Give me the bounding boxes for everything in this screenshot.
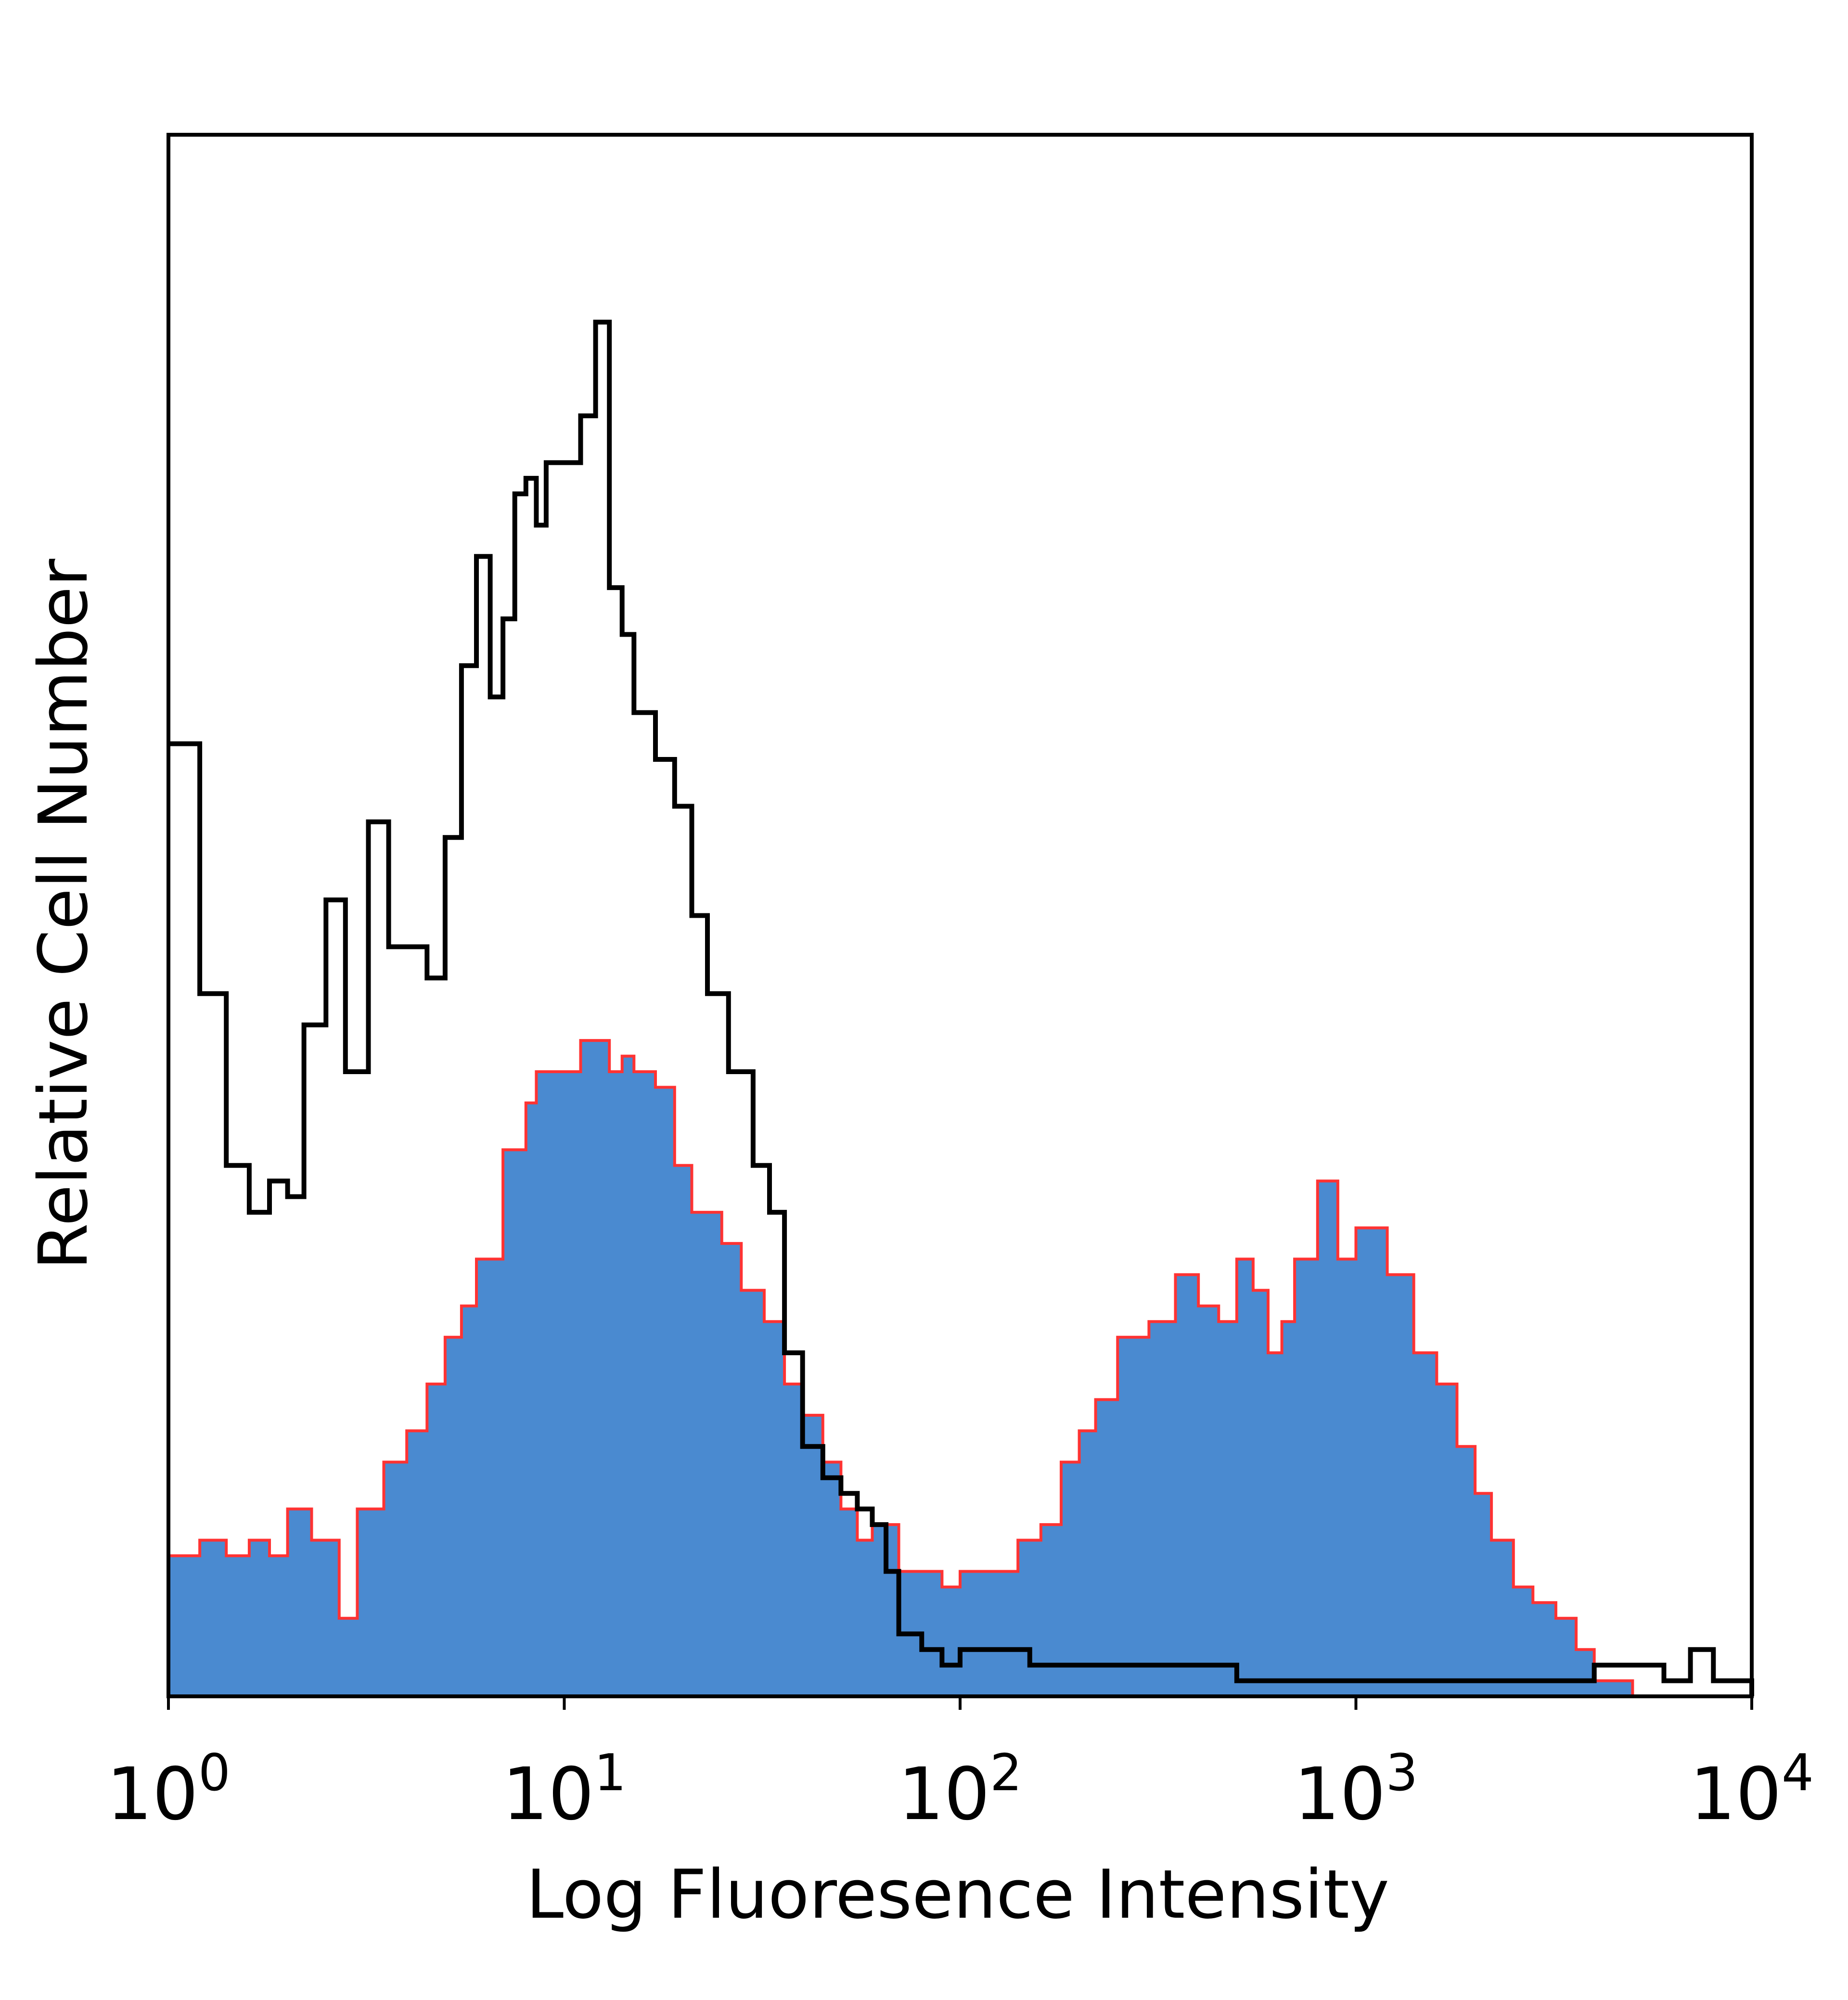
y-axis-title: Relative Cell Number — [25, 559, 103, 1270]
series-layer — [167, 320, 1754, 1698]
x-tick-label: 104 — [1690, 1744, 1814, 1836]
x-tick-label: 101 — [502, 1744, 627, 1836]
x-tick-label: 100 — [106, 1744, 231, 1836]
series-filled-histogram — [167, 1039, 1634, 1698]
x-tick-label: 102 — [898, 1744, 1022, 1836]
series-outline-histogram — [168, 320, 1754, 1696]
x-tick-label: 103 — [1294, 1744, 1418, 1836]
x-axis-title: Log Fluoresence Intensity — [526, 1856, 1389, 1934]
x-axis-ticks: 100 101 102 103 104 — [106, 1696, 1814, 1836]
